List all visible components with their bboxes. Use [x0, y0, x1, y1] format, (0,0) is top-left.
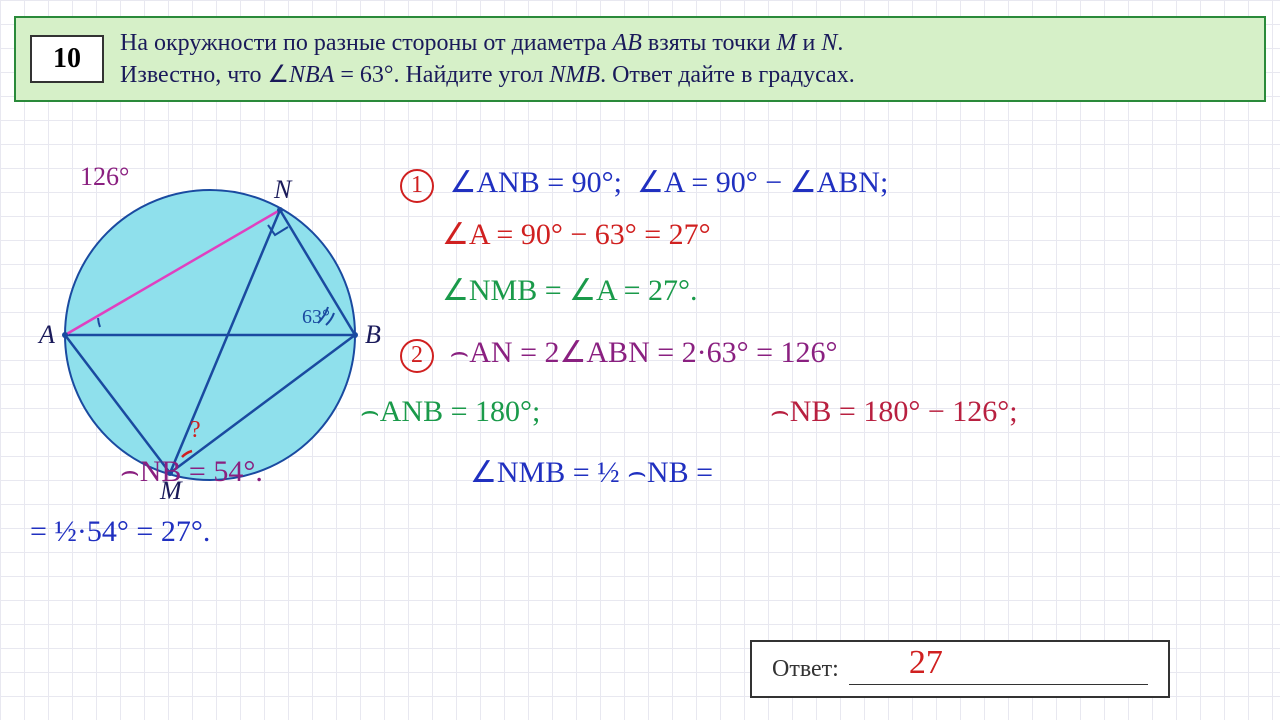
solution-line: ⌢ANB = 180°;: [360, 395, 540, 429]
geometry-diagram: ABNM126°63°?: [20, 135, 400, 555]
solution-line: = ½·54° = 27°.: [30, 515, 210, 549]
svg-text:N: N: [273, 175, 293, 204]
answer-box: Ответ: 27: [750, 640, 1170, 698]
svg-text:63°: 63°: [302, 306, 330, 328]
solution-line: ∠NMB = ∠A = 27°.: [442, 273, 697, 308]
svg-text:B: B: [365, 320, 381, 349]
solution-line: ∠A = 90° − 63° = 27°: [442, 217, 711, 252]
solution-line: ∠NMB = ½ ⌢NB =: [470, 455, 713, 490]
answer-label: Ответ:: [772, 656, 839, 683]
answer-value: 27: [909, 644, 943, 682]
solution-line: 1 ∠ANB = 90°; ∠A = 90° − ∠ABN;: [400, 165, 888, 203]
svg-text:?: ?: [190, 417, 201, 443]
problem-number: 10: [30, 35, 104, 83]
problem-text: На окружности по разные стороны от диаме…: [104, 21, 1264, 98]
solution-line: ⌢NB = 54°.: [120, 455, 263, 489]
solution-work: 1 ∠ANB = 90°; ∠A = 90° − ∠ABN; ∠A = 90° −…: [400, 135, 1280, 695]
solution-line: ⌢NB = 180° − 126°;: [770, 395, 1018, 429]
svg-text:126°: 126°: [80, 162, 129, 191]
svg-text:A: A: [37, 320, 55, 349]
problem-box: 10 На окружности по разные стороны от ди…: [14, 16, 1266, 102]
solution-line: 2 ⌢AN = 2∠ABN = 2·63° = 126°: [400, 335, 838, 373]
answer-line: 27: [849, 653, 1148, 685]
